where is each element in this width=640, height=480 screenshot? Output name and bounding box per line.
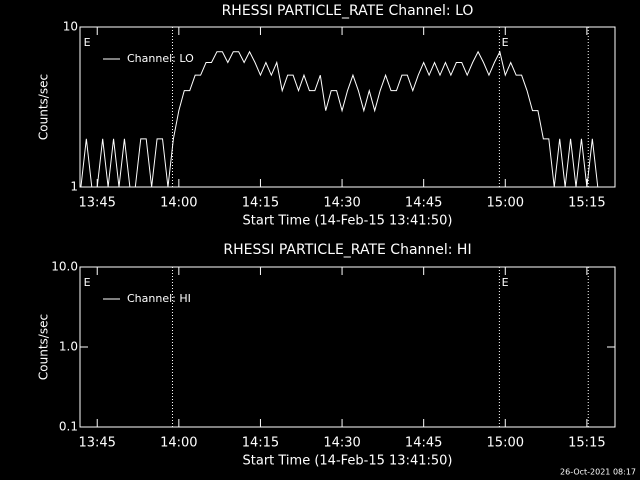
- x-tick-label: 14:45: [405, 436, 442, 451]
- y-axis-label: Counts/sec: [37, 74, 51, 140]
- y-tick-label: 1: [70, 180, 78, 194]
- x-tick-label: 15:00: [487, 436, 524, 451]
- y-tick-label: 10: [63, 20, 78, 34]
- annotation: E: [84, 276, 91, 289]
- x-tick-label: 13:45: [78, 196, 115, 211]
- x-tick-label: 15:15: [568, 196, 605, 211]
- y-tick-label: 1.0: [59, 340, 78, 354]
- annotation: E: [502, 276, 509, 289]
- x-tick-label: 14:00: [160, 436, 197, 451]
- y-axis-label: Counts/sec: [37, 314, 51, 380]
- y-tick-label: 0.1: [59, 420, 78, 434]
- x-tick-label: 14:15: [242, 196, 279, 211]
- legend-label: Channel: LO: [127, 52, 194, 65]
- x-axis-label: Start Time (14-Feb-15 13:41:50): [243, 454, 453, 469]
- annotation: E: [84, 36, 91, 49]
- data-line: [80, 50, 599, 188]
- chart-title: RHESSI PARTICLE_RATE Channel: HI: [223, 242, 471, 258]
- x-tick-label: 14:00: [160, 196, 197, 211]
- chart-title: RHESSI PARTICLE_RATE Channel: LO: [222, 3, 474, 19]
- annotation: E: [502, 36, 509, 49]
- x-tick-label: 14:30: [323, 196, 360, 211]
- plot-frame: [79, 266, 616, 428]
- x-tick-label: 13:45: [78, 436, 115, 451]
- legend-label: Channel: HI: [127, 292, 191, 305]
- plot-frame: [79, 26, 616, 188]
- x-tick-label: 14:30: [323, 436, 360, 451]
- x-tick-label: 14:45: [405, 196, 442, 211]
- x-tick-label: 15:00: [487, 196, 524, 211]
- x-tick-label: 14:15: [242, 436, 279, 451]
- y-tick-label: 10.0: [51, 260, 78, 274]
- footer: 26-Oct-2021 08:17: [560, 468, 636, 477]
- x-axis-label: Start Time (14-Feb-15 13:41:50): [243, 214, 453, 229]
- x-tick-label: 15:15: [568, 436, 605, 451]
